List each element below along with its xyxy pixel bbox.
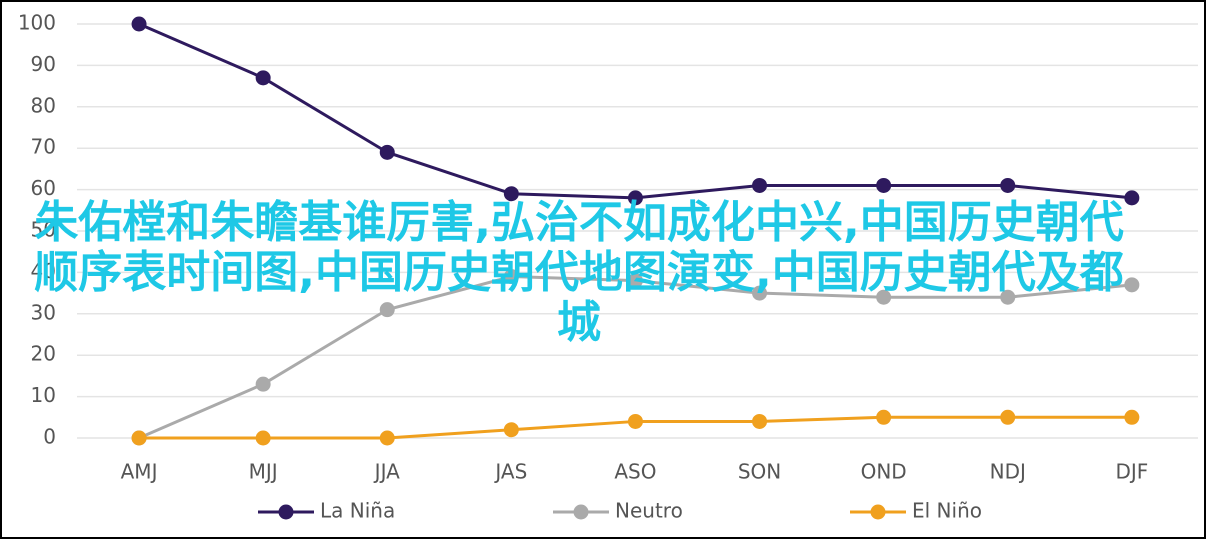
point (1000, 409, 1016, 425)
x-tick-label: SON (738, 460, 781, 484)
y-tick-label: 100 (18, 11, 56, 35)
x-tick-label: JJA (373, 460, 400, 484)
y-tick-label: 40 (31, 259, 56, 283)
legend-marker (870, 504, 886, 520)
point (752, 413, 768, 429)
x-tick-label: ASO (614, 460, 656, 484)
x-tick-label: OND (861, 460, 907, 484)
y-tick-label: 90 (31, 52, 56, 76)
y-tick-label: 60 (31, 176, 56, 200)
point (1124, 409, 1140, 425)
point (379, 144, 395, 160)
point (1124, 277, 1140, 293)
y-tick-label: 10 (31, 383, 56, 407)
point (255, 430, 271, 446)
point (503, 269, 519, 285)
point (131, 430, 147, 446)
point (876, 289, 892, 305)
point (255, 376, 271, 392)
y-tick-label: 30 (31, 300, 56, 324)
y-tick-label: 50 (31, 218, 56, 242)
point (379, 302, 395, 318)
legend-label: El Niño (912, 499, 982, 523)
point (379, 430, 395, 446)
x-tick-label: MJJ (249, 460, 278, 484)
point (876, 409, 892, 425)
x-tick-label: JAS (493, 460, 527, 484)
y-tick-label: 80 (31, 93, 56, 117)
point (1000, 289, 1016, 305)
y-tick-label: 70 (31, 135, 56, 159)
point (255, 70, 271, 86)
point (627, 190, 643, 206)
point (503, 186, 519, 202)
x-tick-label: DJF (1115, 460, 1148, 484)
x-tick-label: NDJ (990, 460, 1026, 484)
point (131, 16, 147, 32)
point (752, 177, 768, 193)
point (1000, 177, 1016, 193)
point (1124, 190, 1140, 206)
annotation: 朱佑樘和朱瞻基谁厉害,弘治不如成化中兴,中国历史朝代顺序表时间图,中国历史朝代地… (34, 197, 1124, 348)
point (752, 285, 768, 301)
point (876, 177, 892, 193)
x-tick-label: AMJ (121, 460, 158, 484)
point (627, 413, 643, 429)
point (503, 422, 519, 438)
legend-label: La Niña (320, 499, 395, 523)
point (627, 273, 643, 289)
legend-marker (278, 504, 294, 520)
y-tick-label: 0 (43, 425, 56, 449)
legend-label: Neutro (615, 499, 683, 523)
legend-marker (573, 504, 589, 520)
y-tick-label: 20 (31, 342, 56, 366)
